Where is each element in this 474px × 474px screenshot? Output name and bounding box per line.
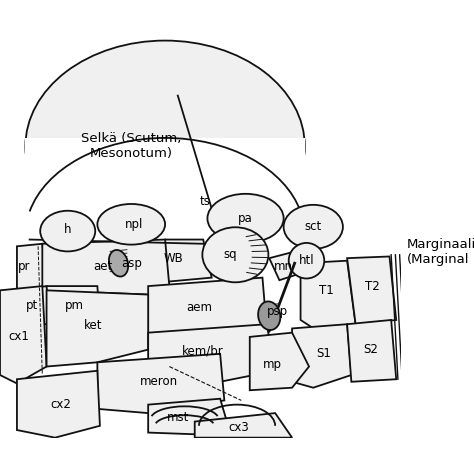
Polygon shape xyxy=(0,286,46,383)
Text: kem/br: kem/br xyxy=(182,345,224,358)
Text: meron: meron xyxy=(140,375,178,388)
Text: h: h xyxy=(64,223,72,236)
Polygon shape xyxy=(195,413,292,438)
Text: npl: npl xyxy=(125,218,143,231)
Polygon shape xyxy=(347,256,396,324)
Text: T2: T2 xyxy=(365,280,380,292)
Text: htl: htl xyxy=(299,254,314,267)
Text: mn: mn xyxy=(274,260,293,273)
Text: mst: mst xyxy=(166,411,189,424)
Polygon shape xyxy=(148,399,227,434)
Ellipse shape xyxy=(283,205,343,249)
Text: pm: pm xyxy=(65,299,84,312)
Polygon shape xyxy=(148,239,212,282)
Ellipse shape xyxy=(202,227,268,283)
Text: cx3: cx3 xyxy=(228,421,249,434)
Text: cx2: cx2 xyxy=(51,398,72,411)
Polygon shape xyxy=(148,278,267,337)
Text: psp: psp xyxy=(267,305,288,318)
Ellipse shape xyxy=(258,301,280,330)
Polygon shape xyxy=(148,324,275,382)
Text: WB: WB xyxy=(164,252,183,264)
Text: pt: pt xyxy=(26,299,38,312)
Text: sq: sq xyxy=(223,248,237,261)
Text: pr: pr xyxy=(18,260,30,273)
Polygon shape xyxy=(17,244,46,291)
Text: aem: aem xyxy=(186,301,212,314)
Text: Marginaali
(Marginal: Marginaali (Marginal xyxy=(406,238,474,266)
Polygon shape xyxy=(46,286,100,324)
Polygon shape xyxy=(301,261,356,331)
Text: aet: aet xyxy=(94,260,113,273)
Text: Selkä (Scutum,
Mesonotum): Selkä (Scutum, Mesonotum) xyxy=(81,132,182,160)
Text: asp: asp xyxy=(121,257,142,270)
Ellipse shape xyxy=(26,41,305,252)
Text: mp: mp xyxy=(263,358,282,371)
Text: pa: pa xyxy=(238,212,253,225)
Ellipse shape xyxy=(40,211,95,251)
Text: cx1: cx1 xyxy=(8,330,29,343)
Ellipse shape xyxy=(289,243,324,279)
Ellipse shape xyxy=(97,204,165,245)
Polygon shape xyxy=(347,320,396,382)
Text: ket: ket xyxy=(84,319,102,332)
Polygon shape xyxy=(292,324,351,388)
Text: S2: S2 xyxy=(364,343,378,356)
Polygon shape xyxy=(269,252,301,280)
Polygon shape xyxy=(97,354,224,413)
Polygon shape xyxy=(17,371,100,438)
Ellipse shape xyxy=(208,194,283,243)
Text: sct: sct xyxy=(305,220,322,233)
Bar xyxy=(26,138,305,256)
Polygon shape xyxy=(250,333,309,390)
Text: S1: S1 xyxy=(316,347,331,360)
Text: T1: T1 xyxy=(319,284,333,297)
Polygon shape xyxy=(42,239,169,294)
Polygon shape xyxy=(17,286,51,324)
Text: ts: ts xyxy=(200,195,210,208)
Ellipse shape xyxy=(109,250,128,276)
Polygon shape xyxy=(46,291,148,366)
